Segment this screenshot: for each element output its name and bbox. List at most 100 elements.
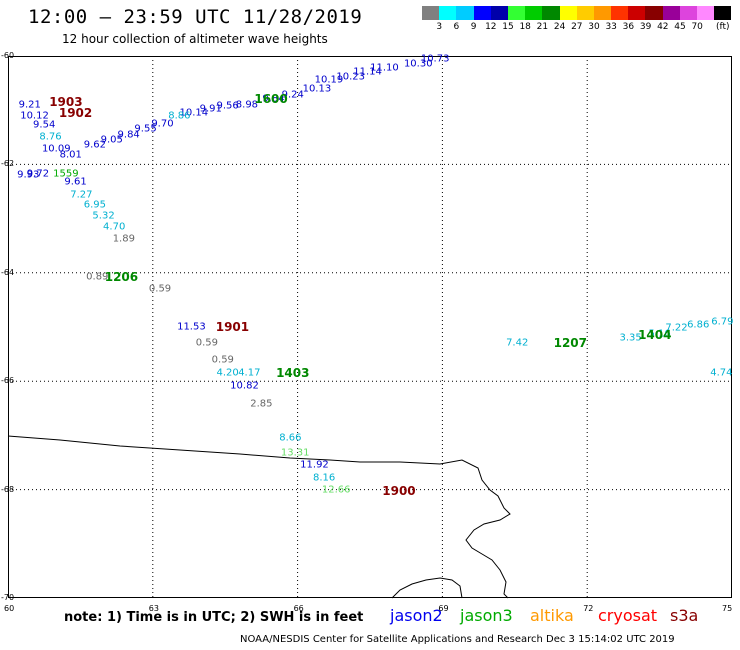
wave-height-label: 9.62 [83, 139, 107, 151]
wave-height-label: 8.16 [313, 472, 336, 484]
latitude-label: -70 [1, 593, 15, 602]
legend-swatch [679, 6, 697, 20]
wave-height-label: 4.74 [710, 367, 733, 379]
wave-height-label: 5.32 [92, 210, 115, 222]
wave-height-label: 10.09 [41, 143, 71, 155]
satellite-legend-jason3: jason3 [460, 606, 513, 625]
legend-swatch [490, 6, 508, 20]
satellite-legend-cryosat: cryosat [598, 606, 658, 625]
legend-swatch [473, 6, 491, 20]
pass-time-label: 1901 [215, 320, 250, 334]
wave-height-label: 0.59 [211, 354, 234, 366]
pass-time-label: 1404 [638, 328, 672, 343]
pass-time-label: 1403 [276, 366, 310, 381]
wave-height-label: 10.14 [179, 107, 209, 119]
wave-height-label: 11.53 [177, 321, 206, 333]
grid-lines [8, 56, 732, 598]
wave-height-label: 9.84 [117, 129, 140, 141]
latitude-label: -68 [1, 484, 15, 494]
legend-swatch [662, 6, 680, 20]
satellite-legend-s3a: s3a [670, 606, 699, 625]
legend-swatch [525, 6, 543, 20]
pass-time-label: 1206 [104, 270, 139, 285]
wave-height-label: 9.91 [199, 103, 222, 115]
wave-height-label: 11.14 [353, 66, 382, 78]
legend-tick-label: 42 [657, 22, 669, 32]
longitude-label: 69 [438, 604, 449, 613]
wave-height-label: 4.70 [103, 221, 126, 233]
legend-tick-label: 36 [622, 22, 635, 32]
map-frame [8, 56, 732, 598]
legend-tick-label: 15 [502, 22, 514, 32]
pass-time-label: 1903 [49, 95, 83, 110]
latitude-label: -64 [1, 267, 15, 277]
wave-height-label: 9.05 [100, 134, 123, 146]
wave-height-label: 4.20 [216, 367, 239, 379]
wave-height-label: 6.95 [83, 199, 107, 211]
footer-credit: NOAA/NESDIS Center for Satellite Applica… [240, 634, 675, 645]
wave-height-label: 3.35 [619, 332, 642, 344]
legend-tick-label: 9 [470, 22, 477, 32]
wave-height-label: 8.86 [168, 110, 191, 122]
legend-tick-label: 70 [691, 22, 703, 32]
wave-height-label: 7.22 [665, 322, 688, 334]
satellite-legend-altika: altika [530, 606, 574, 625]
latitude-label: -60 [1, 51, 15, 60]
legend-tick-label: 39 [639, 22, 652, 32]
wave-height-label: 0.89 [86, 271, 109, 283]
legend-tick-label: 21 [536, 22, 549, 32]
legend-swatch [697, 6, 715, 20]
antarctic-coastline [7, 435, 511, 599]
wave-height-label: 1559 [53, 168, 79, 180]
legend-unit: (ft) [716, 22, 730, 32]
legend-swatch [507, 6, 526, 20]
legend-tick-label: 30 [588, 22, 600, 32]
longitude-label: 75 [722, 604, 733, 613]
wave-height-label: 13.31 [280, 447, 310, 459]
wave-height-label: 10.19 [314, 74, 344, 86]
wave-height-label: 0.59 [195, 337, 218, 349]
legend-swatch [714, 6, 732, 20]
wave-height-label: 9.21 [18, 99, 41, 111]
wave-height-label: 8.98 [235, 99, 259, 111]
pass-time-label: 1600 [254, 92, 288, 107]
wave-height-label: 8.66 [279, 432, 302, 444]
wave-height-label: 11.10 [370, 62, 399, 74]
legend-tick-label: 18 [519, 22, 531, 32]
page-subtitle: 12 hour collection of altimeter wave hei… [62, 32, 328, 46]
wave-height-label: 4.17 [238, 367, 261, 379]
color-scale-legend [422, 6, 732, 20]
longitude-label: 63 [148, 604, 159, 613]
wave-height-label: 2.85 [250, 398, 273, 410]
legend-tick-label: 24 [553, 22, 566, 32]
wave-height-label: 9.72 [26, 168, 50, 180]
longitude-label: 72 [583, 604, 594, 613]
note-text: note: 1) Time is in UTC; 2) SWH is in fe… [64, 610, 364, 625]
legend-swatch [611, 6, 629, 20]
legend-swatch [559, 6, 577, 20]
legend-swatch [593, 6, 612, 20]
legend-swatch [628, 6, 646, 20]
pass-time-label: 1902 [58, 105, 93, 120]
wave-height-label: 9.56 [216, 100, 239, 112]
legend-tick-label: 27 [571, 22, 583, 32]
wave-height-label: 9.54 [33, 119, 56, 131]
wave-height-label: 10.23 [336, 71, 366, 83]
latitude-label: -66 [1, 376, 15, 386]
wave-height-label: 10.73 [420, 53, 450, 65]
legend-swatch [439, 6, 457, 20]
wave-height-label: 10.13 [302, 83, 332, 95]
wave-height-label: 10.30 [403, 58, 433, 70]
wave-height-label: 1.89 [112, 233, 135, 245]
wave-height-label: 9.70 [151, 118, 174, 130]
legend-swatch [645, 6, 663, 20]
longitude-label: 66 [293, 604, 304, 613]
latitude-label: -62 [1, 159, 15, 169]
legend-tick-label: 3 [436, 22, 443, 32]
wave-height-label: 7.42 [506, 337, 529, 349]
wave-height-label: 6.86 [687, 319, 710, 331]
legend-tick-label: 33 [605, 22, 617, 32]
wave-height-label: 8.01 [59, 149, 82, 161]
